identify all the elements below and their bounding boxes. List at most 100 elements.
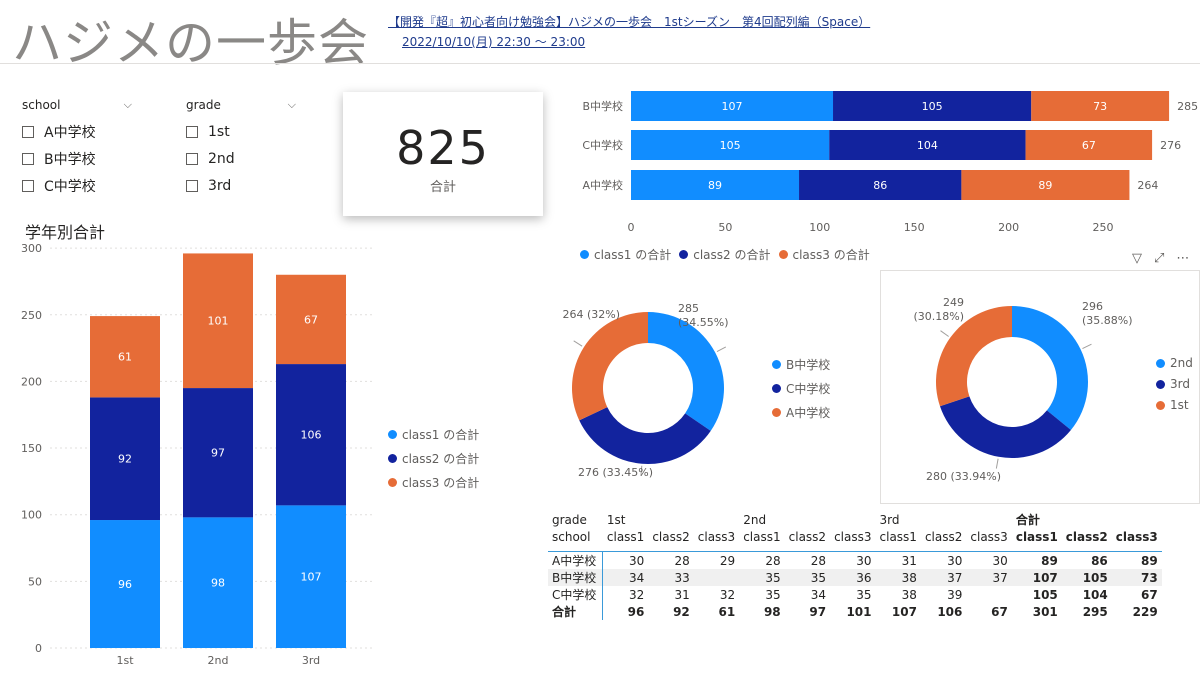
legend-marker — [1156, 379, 1165, 389]
legend-item[interactable]: 1st — [1156, 398, 1193, 412]
legend-item[interactable]: class3 の合計 — [388, 474, 479, 491]
group-header: 3rd — [879, 512, 900, 527]
column-segment[interactable] — [276, 364, 346, 506]
school-stacked-bar-chart[interactable]: 0 50 100 150 200 250 B中学校 107 105 73 285 C中学校 105 104… — [560, 82, 1200, 242]
total-card[interactable]: 825 合計 — [343, 92, 543, 216]
table-row[interactable]: B中学校 34 33 35 35 36 38 37 37 107 105 73 — [548, 569, 1162, 586]
column-segment[interactable] — [183, 253, 253, 389]
row-header: 合計 — [548, 603, 604, 620]
chevron-down-icon[interactable]: ⌵ — [287, 98, 296, 111]
column-segment[interactable] — [90, 397, 160, 521]
legend-marker — [772, 360, 781, 369]
checkbox-icon[interactable] — [186, 125, 198, 138]
grade-donut-chart[interactable]: 296 (35.88%) 280 (33.94%) 249 (30.18%) — [884, 274, 1144, 494]
legend-marker — [388, 478, 397, 487]
column-segment[interactable] — [183, 388, 253, 518]
header-divider — [0, 63, 1200, 64]
legend-item[interactable]: B中学校 — [772, 356, 830, 373]
checkbox-icon[interactable] — [22, 125, 34, 138]
school-slicer-label: school — [22, 98, 61, 112]
legend-label: class1 の合計 — [402, 428, 480, 442]
data-label: 89 — [708, 179, 722, 192]
legend-item[interactable]: class1 の合計 — [388, 426, 479, 443]
donut-slice[interactable] — [936, 306, 1012, 407]
school-option-a[interactable]: A中学校 — [22, 122, 132, 141]
checkbox-icon[interactable] — [186, 152, 198, 165]
bar-segment[interactable] — [1025, 130, 1153, 160]
checkbox-icon[interactable] — [186, 179, 198, 192]
grade-option-2nd[interactable]: 2nd — [186, 149, 296, 168]
table-cell: 39 — [947, 587, 963, 602]
donut-slice[interactable] — [648, 312, 724, 431]
legend-marker — [1156, 400, 1165, 410]
legend-item[interactable]: class3 の合計 — [778, 246, 870, 263]
checkbox-icon[interactable] — [22, 179, 34, 192]
school-option-b[interactable]: B中学校 — [22, 149, 132, 168]
focus-mode-icon[interactable]: ⤢ — [1154, 251, 1165, 266]
x-tick-label: 100 — [809, 221, 830, 234]
checkbox-icon[interactable] — [22, 152, 34, 165]
legend-label: C中学校 — [786, 382, 831, 396]
legend-item[interactable]: C中学校 — [772, 380, 830, 397]
school-grade-matrix[interactable]: grade 1st 2nd 3rd 合計 school class1 class2 class3… — [548, 511, 1162, 620]
column-segment[interactable] — [90, 316, 160, 398]
bar-segment[interactable] — [631, 170, 800, 200]
bar-segment[interactable] — [1031, 91, 1170, 121]
column-segment[interactable] — [183, 517, 253, 648]
school-slicer-header[interactable]: school ⌵ — [22, 96, 132, 114]
legend-item[interactable]: class1 の合計 — [580, 246, 671, 263]
table-cell: 29 — [693, 551, 740, 569]
matrix-subheader-row: school class1 class2 class3 class1 class2 clas… — [548, 528, 1162, 545]
data-label: 96 — [118, 578, 132, 591]
donut-slice[interactable] — [572, 312, 648, 421]
donut-slice[interactable] — [579, 407, 711, 464]
legend-item[interactable]: class2 の合計 — [388, 450, 479, 467]
grade-stacked-column-chart[interactable]: 0 50 100 150 200 250 300 96 92 61 1st 98 97 101 2nd 107… — [0, 240, 380, 672]
event-link[interactable]: 【開発『超』初心者向け勉強会】ハジメの一歩会 1stシーズン 第4回配列編（Sp… — [388, 15, 871, 29]
school-option-c[interactable]: C中学校 — [22, 176, 132, 195]
bar-segment[interactable] — [961, 170, 1130, 200]
leader-line — [1082, 343, 1092, 349]
data-label: 101 — [208, 315, 229, 328]
legend-item[interactable]: class2 の合計 — [679, 246, 771, 263]
column-segment[interactable] — [276, 505, 346, 648]
data-label: 67 — [1082, 139, 1096, 152]
card-label: 合計 — [429, 180, 456, 195]
table-cell: 30 — [830, 551, 876, 569]
legend-marker — [772, 384, 781, 393]
bar-segment[interactable] — [631, 91, 834, 121]
legend-label: class2 の合計 — [402, 452, 480, 466]
column-segment[interactable] — [90, 520, 160, 648]
group-header: 2nd — [743, 512, 767, 527]
data-label-line: 280 (33.94%) — [926, 470, 1001, 483]
legend-item[interactable]: A中学校 — [772, 404, 830, 421]
school-donut-chart[interactable]: 285 (34.55%) 276 (33.45%) 264 (32%) — [520, 280, 780, 500]
more-options-icon[interactable]: ⋯ — [1176, 251, 1190, 266]
chevron-down-icon[interactable]: ⌵ — [123, 98, 132, 111]
legend-item[interactable]: 3rd — [1156, 377, 1193, 391]
table-cell: 34 — [810, 587, 827, 602]
table-cell: 295 — [1082, 604, 1108, 619]
subcolumn-header: class1 — [743, 529, 781, 544]
data-label: 280 (33.94%) — [926, 470, 1001, 483]
table-row[interactable]: A中学校 30 28 29 28 28 30 31 30 30 89 86 89 — [548, 551, 1162, 569]
bar-segment[interactable] — [829, 130, 1026, 160]
table-cell: 96 — [627, 604, 645, 619]
donut-slice[interactable] — [939, 396, 1071, 458]
table-row[interactable]: 合計 96 92 61 98 97 101 107 106 67 301 295 229 — [548, 603, 1162, 620]
bar-segment[interactable] — [631, 130, 830, 160]
grade-slicer-header[interactable]: grade ⌵ — [186, 96, 296, 114]
data-label: 73 — [1093, 100, 1107, 113]
column-segment[interactable] — [276, 274, 346, 365]
filter-icon[interactable]: ▽ — [1132, 251, 1142, 266]
table-cell — [693, 569, 740, 586]
grade-option-3rd[interactable]: 3rd — [186, 176, 296, 195]
grade-option-1st[interactable]: 1st — [186, 122, 296, 141]
donut-slice[interactable] — [1012, 306, 1088, 430]
event-datetime-link[interactable]: 2022/10/10(月) 22:30 ～ 23:00 — [402, 35, 586, 49]
bar-segment[interactable] — [833, 91, 1032, 121]
table-row[interactable]: C中学校 32 31 32 35 34 35 38 39 105 104 67 — [548, 586, 1162, 603]
bar-segment[interactable] — [799, 170, 962, 200]
table-cell: 35 — [765, 587, 781, 602]
legend-item[interactable]: 2nd — [1156, 356, 1193, 370]
